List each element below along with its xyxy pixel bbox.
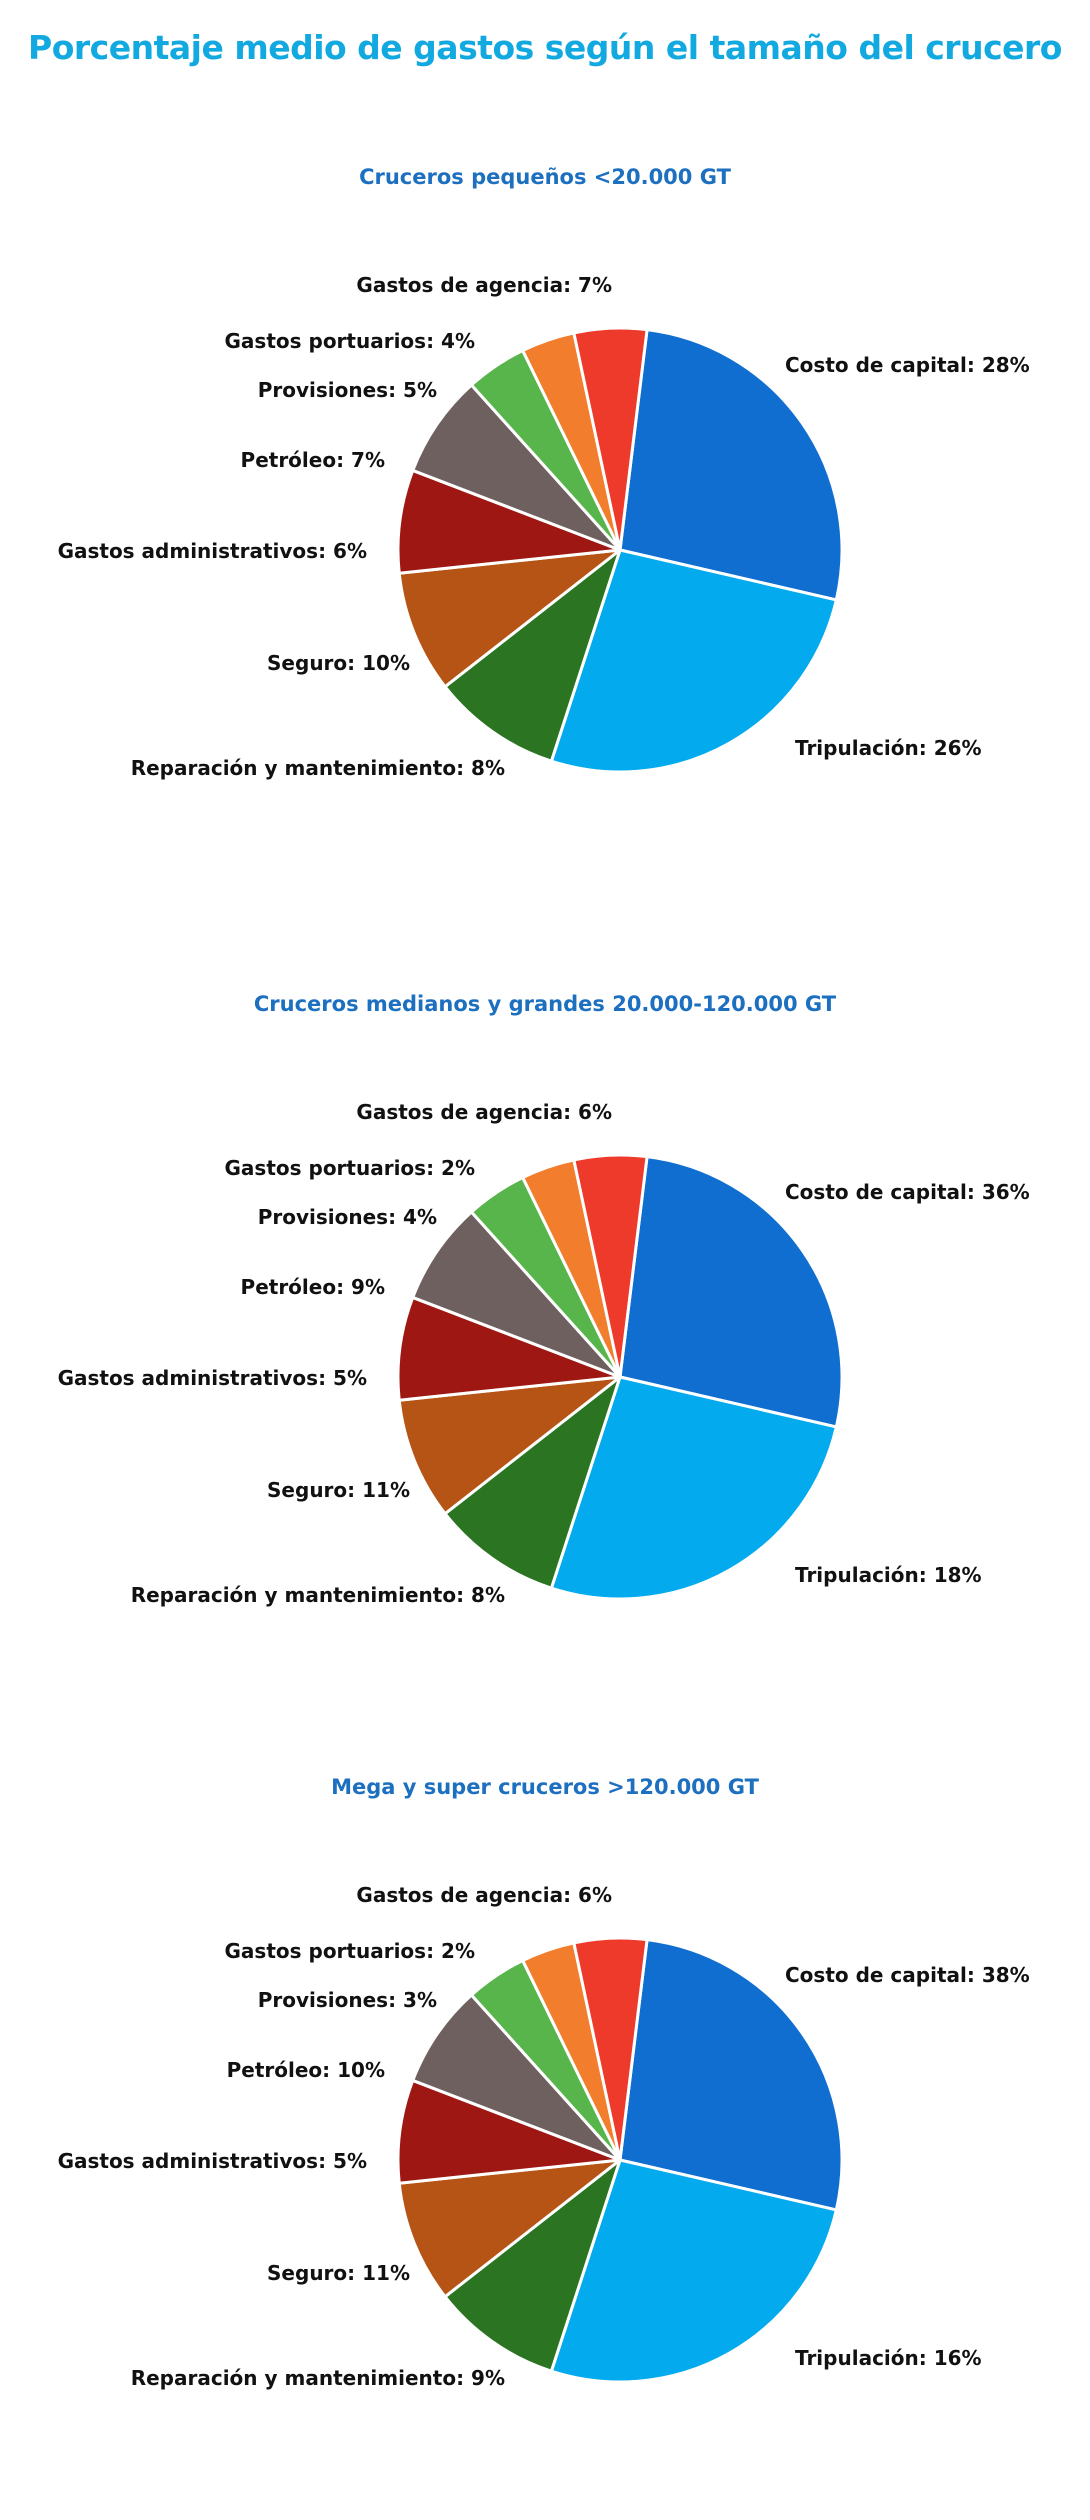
chart-title: Cruceros medianos y grandes 20.000-120.0… <box>253 992 837 1016</box>
slice-label-gastos-portuarios: Gastos portuarios: 2% <box>225 1939 475 1963</box>
pie-slice-costo-de-capital <box>618 1938 844 2212</box>
pie-slice-tripulacion <box>549 2158 838 2384</box>
pie-slice-gastos-administrativos <box>396 468 622 575</box>
pie-slice-petroleo <box>411 1993 622 2162</box>
slice-label-gastos-de-agencia: Gastos de agencia: 6% <box>356 1100 612 1124</box>
slice-label-seguro: Seguro: 11% <box>267 1478 410 1502</box>
pie-chart-small-cruises: Cruceros pequeños <20.000 GT Costo de ca… <box>0 165 1090 905</box>
chart-title: Mega y super cruceros >120.000 GT <box>331 1775 759 1799</box>
pie-slice-tripulacion <box>549 1375 838 1601</box>
pie-slice-gastos-de-agencia <box>572 1936 649 2162</box>
slice-label-gastos-administrativos: Gastos administrativos: 5% <box>58 2149 367 2173</box>
pie-slice-gastos-administrativos <box>396 2078 622 2185</box>
pie-slice-gastos-administrativos <box>396 1295 622 1402</box>
pie-slice-reparacion-y-mantenimiento <box>443 2158 622 2373</box>
slice-label-reparacion-y-mantenimiento: Reparación y mantenimiento: 8% <box>131 756 505 780</box>
pie-slice-seguro <box>397 548 622 689</box>
pie-svg: Costo de capital: 36% Tripulación: 18% Rep… <box>58 1100 1030 1607</box>
pie-slice-petroleo <box>411 383 622 552</box>
pie-slice-petroleo <box>411 1210 622 1379</box>
slice-label-tripulacion: Tripulación: 26% <box>795 736 982 760</box>
slice-label-seguro: Seguro: 10% <box>267 651 410 675</box>
slice-label-costo-de-capital: Costo de capital: 38% <box>785 1963 1030 1987</box>
slice-label-tripulacion: Tripulación: 16% <box>795 2346 982 2370</box>
slice-label-reparacion-y-mantenimiento: Reparación y mantenimiento: 9% <box>131 2366 505 2390</box>
pie-slice-gastos-de-agencia <box>572 1153 649 1379</box>
slice-label-costo-de-capital: Costo de capital: 28% <box>785 353 1030 377</box>
slice-label-reparacion-y-mantenimiento: Reparación y mantenimiento: 8% <box>131 1583 505 1607</box>
slice-label-gastos-portuarios: Gastos portuarios: 4% <box>225 329 475 353</box>
slice-label-provisiones: Provisiones: 3% <box>258 1988 437 2012</box>
slice-label-petroleo: Petróleo: 9% <box>241 1275 385 1299</box>
pie-svg: Costo de capital: 28% Tripulación: 26% Rep… <box>58 273 1030 780</box>
pie-slice-costo-de-capital <box>618 328 844 602</box>
pie-slice-costo-de-capital <box>618 1155 844 1429</box>
slice-label-costo-de-capital: Costo de capital: 36% <box>785 1180 1030 1204</box>
pie-svg: Costo de capital: 38% Tripulación: 16% Rep… <box>58 1883 1030 2390</box>
pie-slice-seguro <box>397 2158 622 2299</box>
slice-label-tripulacion: Tripulación: 18% <box>795 1563 982 1587</box>
pie-slice-reparacion-y-mantenimiento <box>443 548 622 763</box>
main-title: Porcentaje medio de gastos según el tama… <box>28 28 1062 67</box>
slice-label-gastos-de-agencia: Gastos de agencia: 7% <box>356 273 612 297</box>
pie-slice-tripulacion <box>549 548 838 774</box>
slice-label-provisiones: Provisiones: 5% <box>258 378 437 402</box>
slice-label-provisiones: Provisiones: 4% <box>258 1205 437 1229</box>
slice-label-seguro: Seguro: 11% <box>267 2261 410 2285</box>
slice-label-gastos-portuarios: Gastos portuarios: 2% <box>225 1156 475 1180</box>
chart-title: Cruceros pequeños <20.000 GT <box>359 165 731 189</box>
slice-label-petroleo: Petróleo: 10% <box>227 2058 385 2082</box>
slice-label-gastos-de-agencia: Gastos de agencia: 6% <box>356 1883 612 1907</box>
slice-label-petroleo: Petróleo: 7% <box>241 448 385 472</box>
pie-chart-mega-cruises: Mega y super cruceros >120.000 GT Costo … <box>0 1775 1090 2515</box>
slice-label-gastos-administrativos: Gastos administrativos: 6% <box>58 539 367 563</box>
slice-label-gastos-administrativos: Gastos administrativos: 5% <box>58 1366 367 1390</box>
pie-chart-medium-large-cruises: Cruceros medianos y grandes 20.000-120.0… <box>0 992 1090 1732</box>
pie-slice-gastos-de-agencia <box>572 326 649 552</box>
pie-slice-reparacion-y-mantenimiento <box>443 1375 622 1590</box>
pie-slice-seguro <box>397 1375 622 1516</box>
